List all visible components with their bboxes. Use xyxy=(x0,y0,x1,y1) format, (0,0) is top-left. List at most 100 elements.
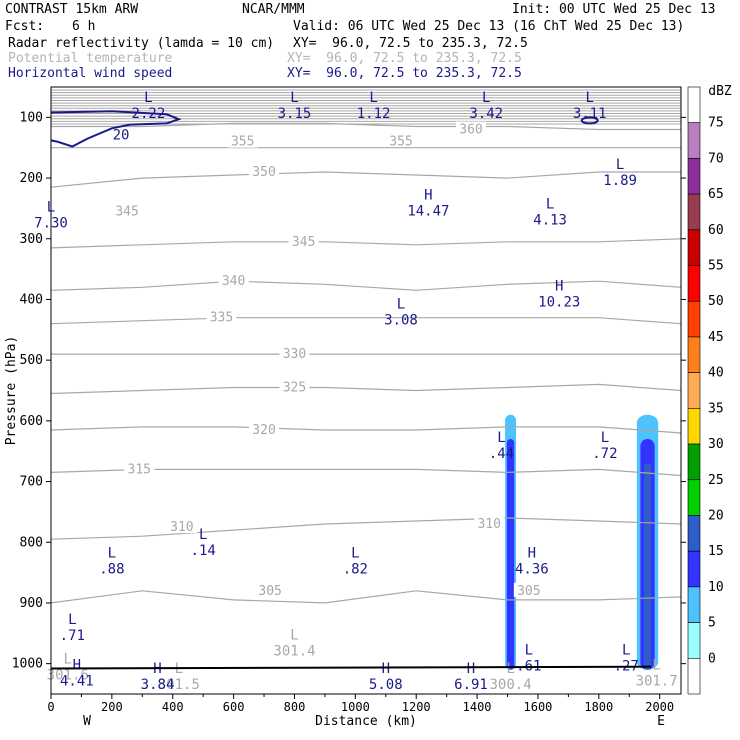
theta-contour-315 xyxy=(50,468,682,477)
field-2-xy: XY= 96.0, 72.5 to 235.3, 72.5 xyxy=(287,51,522,66)
colorbar-swatch xyxy=(687,408,701,445)
fcst-value: 6 h xyxy=(72,19,96,34)
colorbar-swatch xyxy=(687,372,701,409)
wind-extremum-type: H xyxy=(528,545,536,561)
theta-contour-345 xyxy=(50,238,682,249)
theta-contour-350 xyxy=(50,171,681,188)
theta-contour-label: 330 xyxy=(283,347,306,362)
field-3-xy: XY= 96.0, 72.5 to 235.3, 72.5 xyxy=(287,66,522,81)
x-tick-label: 1200 xyxy=(402,700,431,714)
colorbar-level-label: 75 xyxy=(708,116,724,131)
init-time: Init: 00 UTC Wed 25 Dec 13 xyxy=(512,2,716,17)
theta-label-bg xyxy=(255,582,286,597)
wind-extremum-type: L xyxy=(369,90,377,106)
theta-contour-label: 345 xyxy=(292,235,315,250)
theta-contour-label: 320 xyxy=(252,423,275,438)
theta-extremum-type: L xyxy=(64,652,72,668)
colorbar-level-label: 20 xyxy=(708,508,724,523)
y-tick-label: 700 xyxy=(20,475,43,490)
colorbar-swatch xyxy=(687,336,701,373)
wind-extremum-type: L xyxy=(525,643,533,659)
theta-contour-label: 340 xyxy=(222,274,245,289)
wind-extremum-type: H xyxy=(424,187,432,203)
y-tick-label: 800 xyxy=(20,535,43,550)
wind-extremum-type: L xyxy=(482,90,490,106)
colorbar-level-label: 5 xyxy=(708,616,716,631)
wind-extremum-type: H xyxy=(382,661,390,677)
wind-extremum-value: .14 xyxy=(191,543,216,559)
x-tick-label: 600 xyxy=(223,700,245,714)
theta-extremum-value: 301.4 xyxy=(273,643,315,659)
theta-label-bg xyxy=(279,379,310,394)
reflectivity-column-1-level-15 xyxy=(643,463,652,670)
x-tick-label: 0 xyxy=(47,700,54,714)
colorbar-level-label: 35 xyxy=(708,401,724,416)
wind-extremum-type: L xyxy=(108,545,116,561)
wind-extremum-value: 14.47 xyxy=(407,203,449,219)
wind-extremum-value: 4.13 xyxy=(533,212,567,228)
wind-extremum-value: 5.08 xyxy=(369,677,403,693)
theta-contour-layer: 305 305 310 310 315 320 325 330 335 340 345 350 355 3… xyxy=(50,89,682,604)
theta-extremum-value: 301.5 xyxy=(158,677,200,693)
y-axis-label: Pressure (hPa) xyxy=(4,336,19,446)
theta-contour-label: 355 xyxy=(389,135,412,150)
colorbar-swatch xyxy=(687,479,701,516)
axes-layer: 100 200 300 400 500 600 700 800 900 1000 0 200 400 60… xyxy=(4,86,686,729)
x-tick-label: 1400 xyxy=(463,700,492,714)
model-title: CONTRAST 15km ARW xyxy=(5,2,139,17)
theta-label-bg xyxy=(456,121,486,136)
plot-frame xyxy=(50,86,682,695)
theta-contour-320 xyxy=(50,426,682,434)
colorbar-swatch xyxy=(687,122,701,159)
field-3-name: Horizontal wind speed xyxy=(8,66,173,81)
colorbar-swatch xyxy=(687,158,701,195)
wind-extremum-value: .88 xyxy=(99,561,124,577)
theta-contour-label: 360 xyxy=(459,122,482,137)
y-tick-label: 300 xyxy=(20,232,43,247)
colorbar-level-label: 0 xyxy=(708,651,716,666)
wind-extremum-value: 2.22 xyxy=(132,106,166,122)
colorbar-level-label: 15 xyxy=(708,544,724,559)
colorbar-level-label: 70 xyxy=(708,151,724,166)
wind-contour-20 xyxy=(50,110,182,148)
wind-extremum-type: L xyxy=(397,297,405,313)
wind-extremum-value: 6.91 xyxy=(454,677,488,693)
theta-contour-label: 335 xyxy=(210,311,233,326)
x-tick-label: 800 xyxy=(284,700,306,714)
theta-label-bg xyxy=(206,309,237,324)
y-tick-label: 600 xyxy=(20,414,43,429)
x-tick-label: 400 xyxy=(162,700,184,714)
wind-extremum-type: L xyxy=(585,90,593,106)
wind-extremum-type: L xyxy=(622,643,630,659)
theta-label-bg xyxy=(218,273,249,288)
wind-extremum-type: L xyxy=(601,430,609,446)
theta-contour-305 xyxy=(50,590,682,604)
theta-label-bg xyxy=(227,133,258,148)
colorbar-swatch xyxy=(687,300,701,338)
theta-contour-360 xyxy=(51,122,681,131)
theta-contour-325 xyxy=(50,383,682,395)
colorbar-level-label: 40 xyxy=(708,366,724,381)
colorbar-level-label: 30 xyxy=(708,437,724,452)
theta-label-bg xyxy=(249,163,280,178)
colorbar-layer: dBZ 0 5 10 15 20 25 30 35 40 45 50 55 60 65 70 75 xyxy=(687,84,732,695)
colorbar-swatch xyxy=(687,622,701,659)
theta-contour-310 xyxy=(50,517,682,540)
colorbar-swatch xyxy=(687,515,701,552)
east-end-label: E xyxy=(657,714,665,729)
wind-extremum-value: 3.08 xyxy=(384,313,418,329)
theta-label-bg xyxy=(513,582,544,597)
wind-extremum-value: 1.12 xyxy=(357,106,391,122)
x-tick-label: 1600 xyxy=(524,700,553,714)
theta-label-bg xyxy=(279,346,310,361)
theta-label-bg xyxy=(166,519,197,534)
wind-extremum-value: 10.23 xyxy=(538,294,580,310)
y-tick-label: 400 xyxy=(20,292,43,307)
colorbar-swatch xyxy=(687,586,701,623)
wind-extremum-type: L xyxy=(546,196,554,212)
colorbar-level-label: 25 xyxy=(708,473,724,488)
extrema-label-layer: L301.4L301.5L301.6L300.4L301.7L2.22L3.15… xyxy=(34,90,678,693)
y-tick-label: 500 xyxy=(20,353,43,368)
wind-extremum-value: 3.11 xyxy=(573,106,607,122)
wind-extremum-value: .44 xyxy=(489,446,514,462)
